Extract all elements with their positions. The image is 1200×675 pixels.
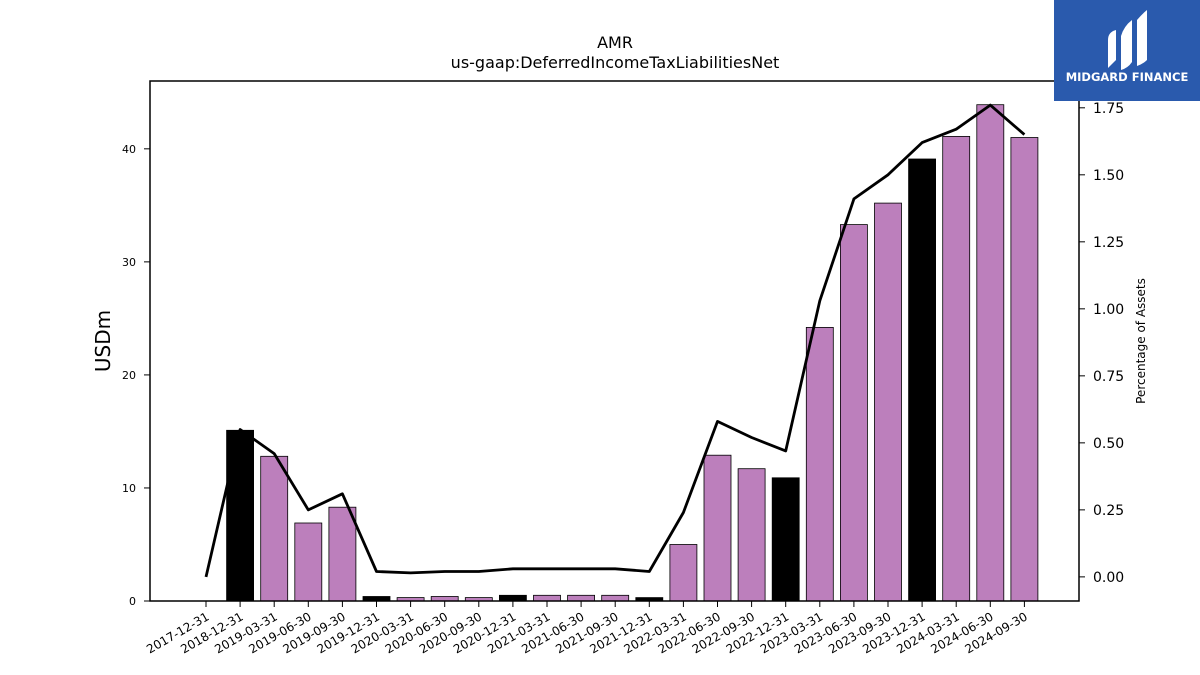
bar-2023-03-31 [805,326,834,602]
bar-2021-09-30 [601,594,630,602]
bar-2022-12-31 [771,477,800,602]
bar-2021-03-31 [533,594,561,602]
y-axis-right-label: Percentage of Assets [1134,278,1148,404]
bar-2019-03-31 [260,455,289,602]
y-right-tick-label: 1.00 [1093,302,1124,318]
y-tick-label: 40 [122,143,136,156]
bars-layer [226,104,1039,602]
bar-2022-03-31 [669,544,698,602]
y-right-tick-label: 0.00 [1093,570,1124,586]
bar-2024-06-30 [976,104,1005,602]
y-tick-label: 20 [122,369,136,382]
chart-subtitle-text: us-gaap:DeferredIncomeTaxLiabilitiesNet [451,53,780,72]
y-right-tick-label: 0.25 [1093,503,1124,519]
bar-2024-03-31 [942,135,971,602]
plot-frame [149,80,1080,602]
bar-2023-12-31 [908,158,936,602]
y-axis-left: 0 10 20 30 40 [122,143,150,608]
y-tick-label: 0 [129,595,136,608]
logo-text: MIDGARD FINANCE [1066,70,1189,84]
y-right-tick-label: 1.25 [1093,235,1124,251]
bar-2023-09-30 [874,202,902,602]
bar-2021-06-30 [567,594,595,602]
y-axis-label: USDm [91,310,115,372]
line-layer [204,103,1026,578]
y-right-tick-label: 1.50 [1093,168,1124,184]
bar-2022-09-30 [737,468,766,602]
y-axis-right: 0.00 0.25 0.50 0.75 1.00 1.25 1.50 1.75 [1079,101,1124,586]
y-right-tick-label: 0.50 [1093,436,1124,452]
logo-mark-icon [1108,10,1147,70]
bar-2023-06-30 [840,224,868,602]
bar-2019-06-30 [294,522,323,602]
bar-2018-12-31 [226,429,255,602]
bar-2022-06-30 [703,454,732,602]
bar-2024-09-30 [1010,137,1039,602]
y-tick-label: 30 [122,256,136,269]
x-axis: 2017-12-312018-12-312019-03-312019-06-30… [144,601,1030,656]
bar-2019-09-30 [328,506,357,602]
y-right-tick-label: 0.75 [1093,369,1124,385]
logo: MIDGARD FINANCE [1054,0,1200,101]
chart-title: AMR us-gaap:DeferredIncomeTaxLiabilities… [451,33,780,72]
y-tick-label: 10 [122,482,136,495]
percentage-of-assets-line [204,103,1026,578]
chart-title-text: AMR [597,33,633,52]
y-right-tick-label: 1.75 [1093,101,1124,117]
bar-2020-12-31 [498,594,527,602]
